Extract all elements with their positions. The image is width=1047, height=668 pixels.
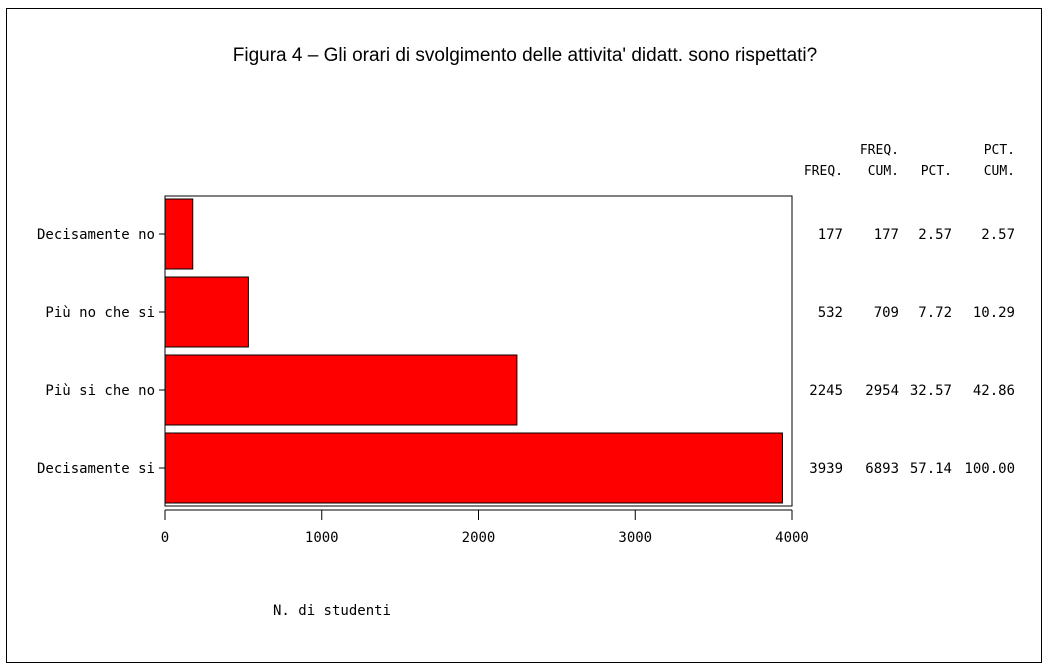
table-cell: 177: [818, 227, 843, 243]
table-header-line1: PCT.: [984, 143, 1015, 158]
table-cell: 177: [874, 227, 899, 243]
y-tick-label: Decisamente no: [37, 227, 155, 243]
table-cell: 2245: [809, 383, 843, 399]
table-cell: 7.72: [918, 305, 952, 321]
x-axis-label: N. di studenti: [273, 603, 391, 619]
table-header: FREQ.: [804, 164, 843, 179]
table-cell: 42.86: [973, 383, 1015, 399]
table-cell: 532: [818, 305, 843, 321]
chart-title: Figura 4 – Gli orari di svolgimento dell…: [233, 45, 817, 66]
bar-chart: Figura 4 – Gli orari di svolgimento dell…: [37, 45, 1015, 619]
table-cell: 2.57: [981, 227, 1015, 243]
table-cell: 57.14: [910, 461, 952, 477]
y-tick-label: Più si che no: [45, 383, 155, 399]
x-tick-label: 0: [161, 530, 169, 546]
table-cell: 709: [874, 305, 899, 321]
x-tick-label: 3000: [618, 530, 652, 546]
bar: [164, 354, 518, 426]
table-header: CUM.: [984, 164, 1015, 179]
bar: [164, 198, 194, 270]
chart-frame: Figura 4 – Gli orari di svolgimento dell…: [6, 8, 1042, 663]
table-cell: 6893: [865, 461, 899, 477]
table-cell: 32.57: [910, 383, 952, 399]
table-header: PCT.: [921, 164, 952, 179]
table-cell: 10.29: [973, 305, 1015, 321]
x-tick-label: 4000: [775, 530, 809, 546]
bar: [164, 276, 249, 348]
table-cell: 3939: [809, 461, 843, 477]
bar: [164, 432, 783, 504]
x-tick-label: 2000: [462, 530, 496, 546]
y-tick-label: Più no che si: [45, 305, 155, 321]
table-cell: 2954: [865, 383, 899, 399]
table-cell: 100.00: [964, 461, 1015, 477]
x-tick-label: 1000: [305, 530, 339, 546]
y-tick-label: Decisamente si: [37, 461, 155, 477]
table-header-line1: FREQ.: [860, 143, 899, 158]
table-cell: 2.57: [918, 227, 952, 243]
plot-area: [164, 195, 793, 507]
table-header: CUM.: [868, 164, 899, 179]
